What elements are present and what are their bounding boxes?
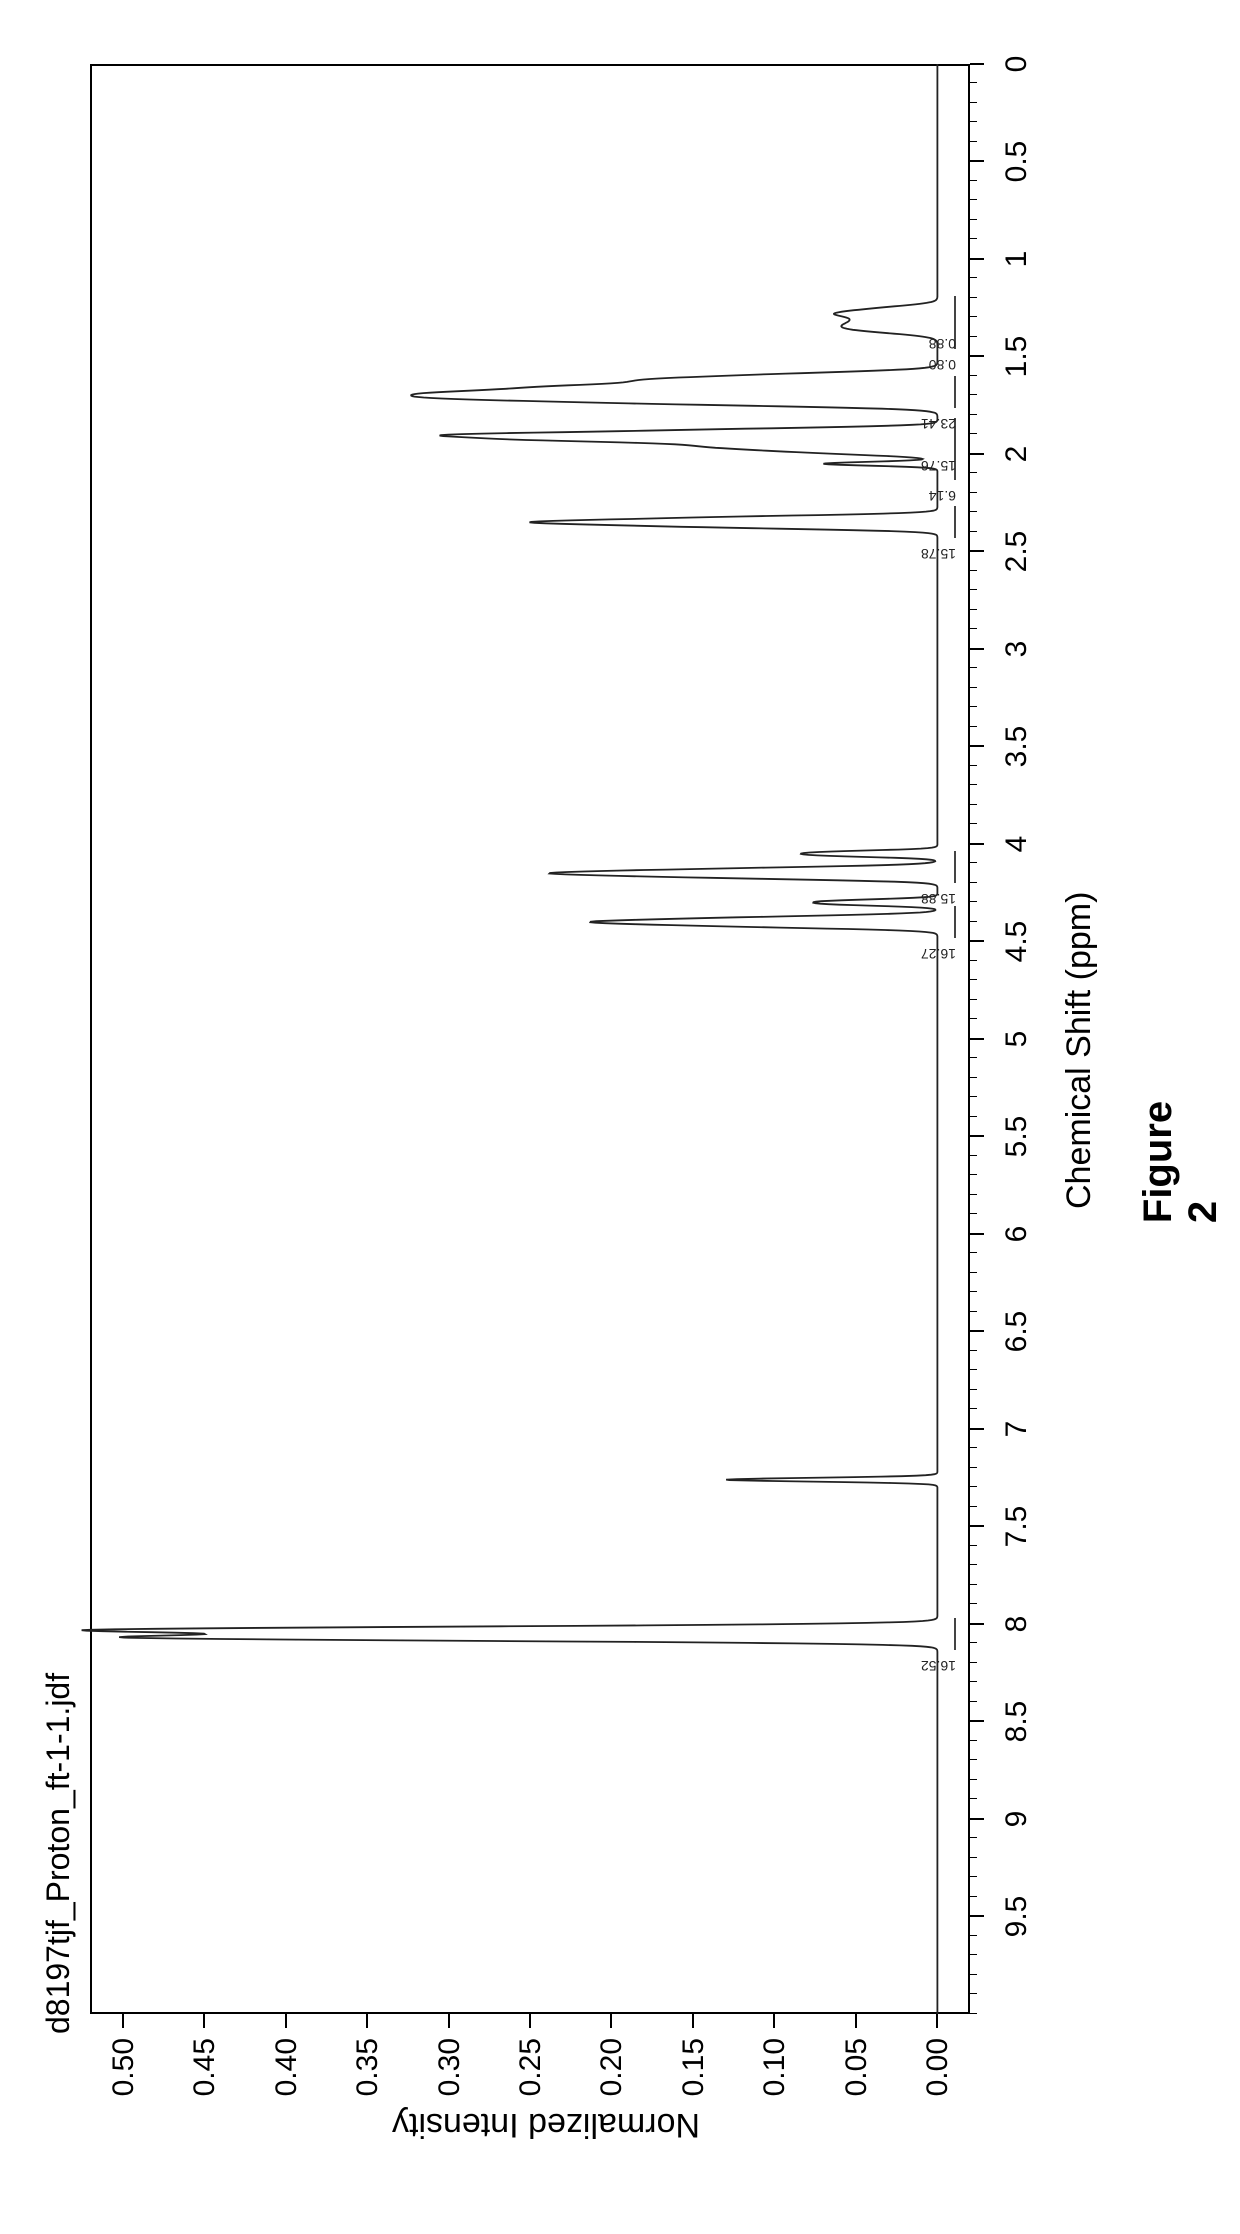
- x-tick-label: 0.5: [1000, 134, 1034, 190]
- chart-title: d8197tjf_Proton_ft-1-1.jdf: [40, 1673, 77, 2034]
- y-tick-label: 0.45: [188, 2038, 222, 2118]
- x-tick-label: 7.5: [1000, 1499, 1034, 1555]
- y-tick-label: 0.10: [758, 2038, 792, 2118]
- x-tick-label: 2.5: [1000, 524, 1034, 580]
- x-tick-label: 7: [1000, 1401, 1034, 1457]
- x-tick-label: 4: [1000, 816, 1034, 872]
- y-tick-label: 0.50: [107, 2038, 141, 2118]
- x-axis-label: Chemical Shift (ppm): [1060, 892, 1099, 1209]
- y-tick-label: 0.15: [677, 2038, 711, 2118]
- x-tick-label: 3: [1000, 621, 1034, 677]
- integral-label: 0.88: [940, 272, 956, 352]
- y-tick-label: 0.30: [433, 2038, 467, 2118]
- x-tick-label: 5: [1000, 1011, 1034, 1067]
- x-tick-label: 9: [1000, 1791, 1034, 1847]
- x-tick-label: 5.5: [1000, 1109, 1034, 1165]
- y-tick-label: 0.25: [514, 2038, 548, 2118]
- plot-frame: [90, 64, 970, 2014]
- x-tick-label: 3.5: [1000, 719, 1034, 775]
- x-tick-label: 2: [1000, 426, 1034, 482]
- integral-label: 15.88: [940, 827, 956, 907]
- x-tick-label: 0: [1000, 36, 1034, 92]
- x-tick-label: 4.5: [1000, 914, 1034, 970]
- x-tick-label: 8.5: [1000, 1694, 1034, 1750]
- figure-caption: Figure 2: [1136, 1101, 1226, 1223]
- x-tick-label: 6.5: [1000, 1304, 1034, 1360]
- y-tick-label: 0.05: [840, 2038, 874, 2118]
- x-tick-label: 9.5: [1000, 1889, 1034, 1945]
- integral-label: 16.52: [940, 1594, 956, 1674]
- x-tick-label: 8: [1000, 1596, 1034, 1652]
- y-tick-label: 0.40: [270, 2038, 304, 2118]
- x-tick-label: 1.5: [1000, 329, 1034, 385]
- y-tick-label: 0.35: [351, 2038, 385, 2118]
- x-tick-label: 6: [1000, 1206, 1034, 1262]
- y-tick-label: 0.00: [921, 2038, 955, 2118]
- nmr-spectrum-chart: d8197tjf_Proton_ft-1-1.jdf Normalized In…: [0, 0, 1240, 2234]
- y-tick-label: 0.20: [595, 2038, 629, 2118]
- x-tick-label: 1: [1000, 231, 1034, 287]
